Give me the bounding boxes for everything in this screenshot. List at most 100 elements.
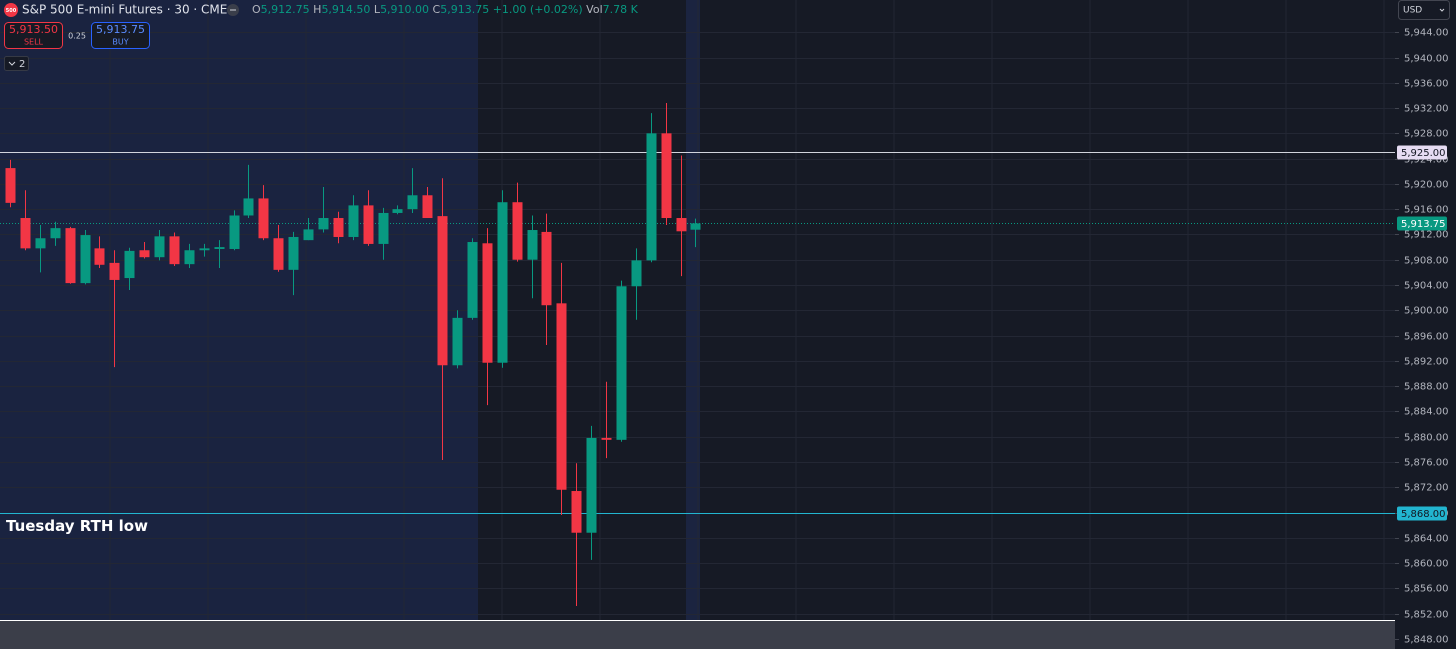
candle-body xyxy=(348,205,359,237)
spread: 0.25 xyxy=(68,32,86,41)
candle-body xyxy=(5,168,16,203)
chevron xyxy=(1439,8,1445,12)
symbol-badge: 500 xyxy=(6,8,17,14)
price-label-bg xyxy=(1397,216,1447,231)
candle-body xyxy=(661,133,672,219)
candle-body xyxy=(124,250,135,279)
y-tick-label: 5,904.00 xyxy=(1404,281,1449,292)
level-label-bg xyxy=(1397,145,1447,160)
y-tick-label: 5,856.00 xyxy=(1404,584,1449,595)
y-tick-label: 5,852.00 xyxy=(1404,610,1449,621)
candle-body xyxy=(169,236,180,265)
y-tick-label: 5,880.00 xyxy=(1404,433,1449,444)
candle-body xyxy=(50,228,61,239)
value: 5,912.75 xyxy=(261,3,310,16)
candle-body xyxy=(303,229,314,241)
label: C xyxy=(433,3,441,16)
candle-body xyxy=(288,236,299,270)
indicators-count: 2 xyxy=(19,59,25,70)
buy-button[interactable] xyxy=(91,22,150,49)
level-label-bg xyxy=(1397,506,1447,521)
candle-body xyxy=(616,286,627,440)
candle-body xyxy=(154,236,165,258)
candle-body xyxy=(94,248,105,265)
candle-body xyxy=(527,230,538,260)
y-tick-label: 5,896.00 xyxy=(1404,332,1449,343)
value: 5,913.75 xyxy=(440,3,489,16)
y-tick-label: 5,860.00 xyxy=(1404,559,1449,570)
y-tick-label: 5,932.00 xyxy=(1404,104,1449,115)
sell-price: 5,913.50 xyxy=(9,23,58,36)
chart-title: S&P 500 E-mini Futures · 30 · CME xyxy=(22,3,227,17)
candle-body xyxy=(109,262,120,280)
label: Vol xyxy=(586,3,602,16)
currency-button[interactable] xyxy=(1398,0,1450,20)
ohlc-legend: O5,912.75 H5,914.50 L5,910.00 C5,913.75 … xyxy=(252,3,639,16)
candle-body xyxy=(20,218,31,249)
candle-body xyxy=(571,491,582,533)
candle-body xyxy=(676,218,687,232)
candle-body xyxy=(422,195,433,219)
y-tick-label: 5,924.00 xyxy=(1404,155,1449,166)
buy-price: 5,913.75 xyxy=(96,23,145,36)
y-tick-label: 5,916.00 xyxy=(1404,205,1449,216)
candle-body xyxy=(452,317,463,366)
candle-body xyxy=(586,437,597,533)
session-shade xyxy=(0,0,478,649)
candle-body xyxy=(333,218,344,237)
candle-body xyxy=(482,243,493,363)
symbol-icon xyxy=(4,3,18,17)
y-tick-label: 5,928.00 xyxy=(1404,129,1449,140)
y-tick-label: 5,920.00 xyxy=(1404,180,1449,191)
value: 5,910.00 xyxy=(380,3,429,16)
sell-button[interactable] xyxy=(4,22,63,49)
candle-body xyxy=(556,303,567,490)
candle-body xyxy=(378,212,389,244)
change: +1.00 (+0.02%) xyxy=(493,3,583,16)
candle-body xyxy=(80,235,91,284)
level-label: 5,868.00 xyxy=(1401,509,1446,520)
candle-body xyxy=(392,209,403,213)
candle-body xyxy=(467,242,478,318)
candle-body xyxy=(243,198,254,216)
y-tick-label: 5,944.00 xyxy=(1404,28,1449,39)
candle-body xyxy=(690,223,701,230)
y-tick-label: 5,876.00 xyxy=(1404,458,1449,469)
label: O xyxy=(252,3,261,16)
y-tick-label: 5,848.00 xyxy=(1404,635,1449,646)
level-label: 5,925.00 xyxy=(1401,148,1446,159)
y-tick-label: 5,872.00 xyxy=(1404,483,1449,494)
y-tick-label: 5,912.00 xyxy=(1404,230,1449,241)
candle-body xyxy=(184,250,195,265)
candle-body xyxy=(139,250,150,258)
y-tick-label: 5,884.00 xyxy=(1404,407,1449,418)
candle-body xyxy=(601,437,612,440)
y-tick-label: 5,864.00 xyxy=(1404,534,1449,545)
levels: Tuesday RTH low xyxy=(0,152,1395,535)
indicators-toggle[interactable] xyxy=(4,56,29,71)
y-tick-label: 5,900.00 xyxy=(1404,306,1449,317)
price-label: 5,913.75 xyxy=(1401,219,1446,230)
y-tick-label: 5,908.00 xyxy=(1404,256,1449,267)
y-tick-label: 5,936.00 xyxy=(1404,79,1449,90)
value: 5,914.50 xyxy=(321,3,370,16)
buy-label: BUY xyxy=(112,38,128,47)
candle-body xyxy=(437,216,448,366)
candle-body xyxy=(407,195,418,210)
bottom-pane xyxy=(0,621,1395,649)
candle-body xyxy=(229,215,240,249)
vertical-grid xyxy=(109,0,1385,649)
y-tick-label: 5,940.00 xyxy=(1404,54,1449,65)
candles xyxy=(5,103,701,607)
candle-body xyxy=(214,247,225,249)
session-shade xyxy=(686,0,700,649)
candle-body xyxy=(258,198,269,239)
candle-body xyxy=(65,228,76,284)
currency: USD xyxy=(1403,6,1422,16)
level-annotation: Tuesday RTH low xyxy=(6,517,148,535)
y-tick-label: 5,888.00 xyxy=(1404,382,1449,393)
candle-body xyxy=(318,218,329,230)
candle-body xyxy=(35,238,46,249)
label: H xyxy=(313,3,321,16)
